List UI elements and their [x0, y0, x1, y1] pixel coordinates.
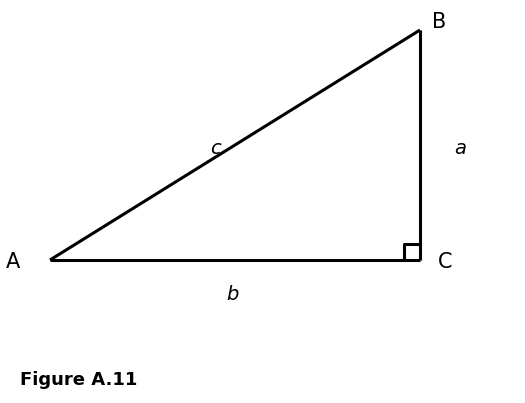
Text: A: A — [6, 252, 20, 272]
Text: C: C — [438, 252, 453, 272]
Text: b: b — [226, 285, 238, 305]
Text: Figure A.11: Figure A.11 — [20, 371, 138, 389]
Text: c: c — [209, 139, 220, 158]
Text: B: B — [432, 12, 446, 32]
Text: a: a — [454, 139, 466, 158]
